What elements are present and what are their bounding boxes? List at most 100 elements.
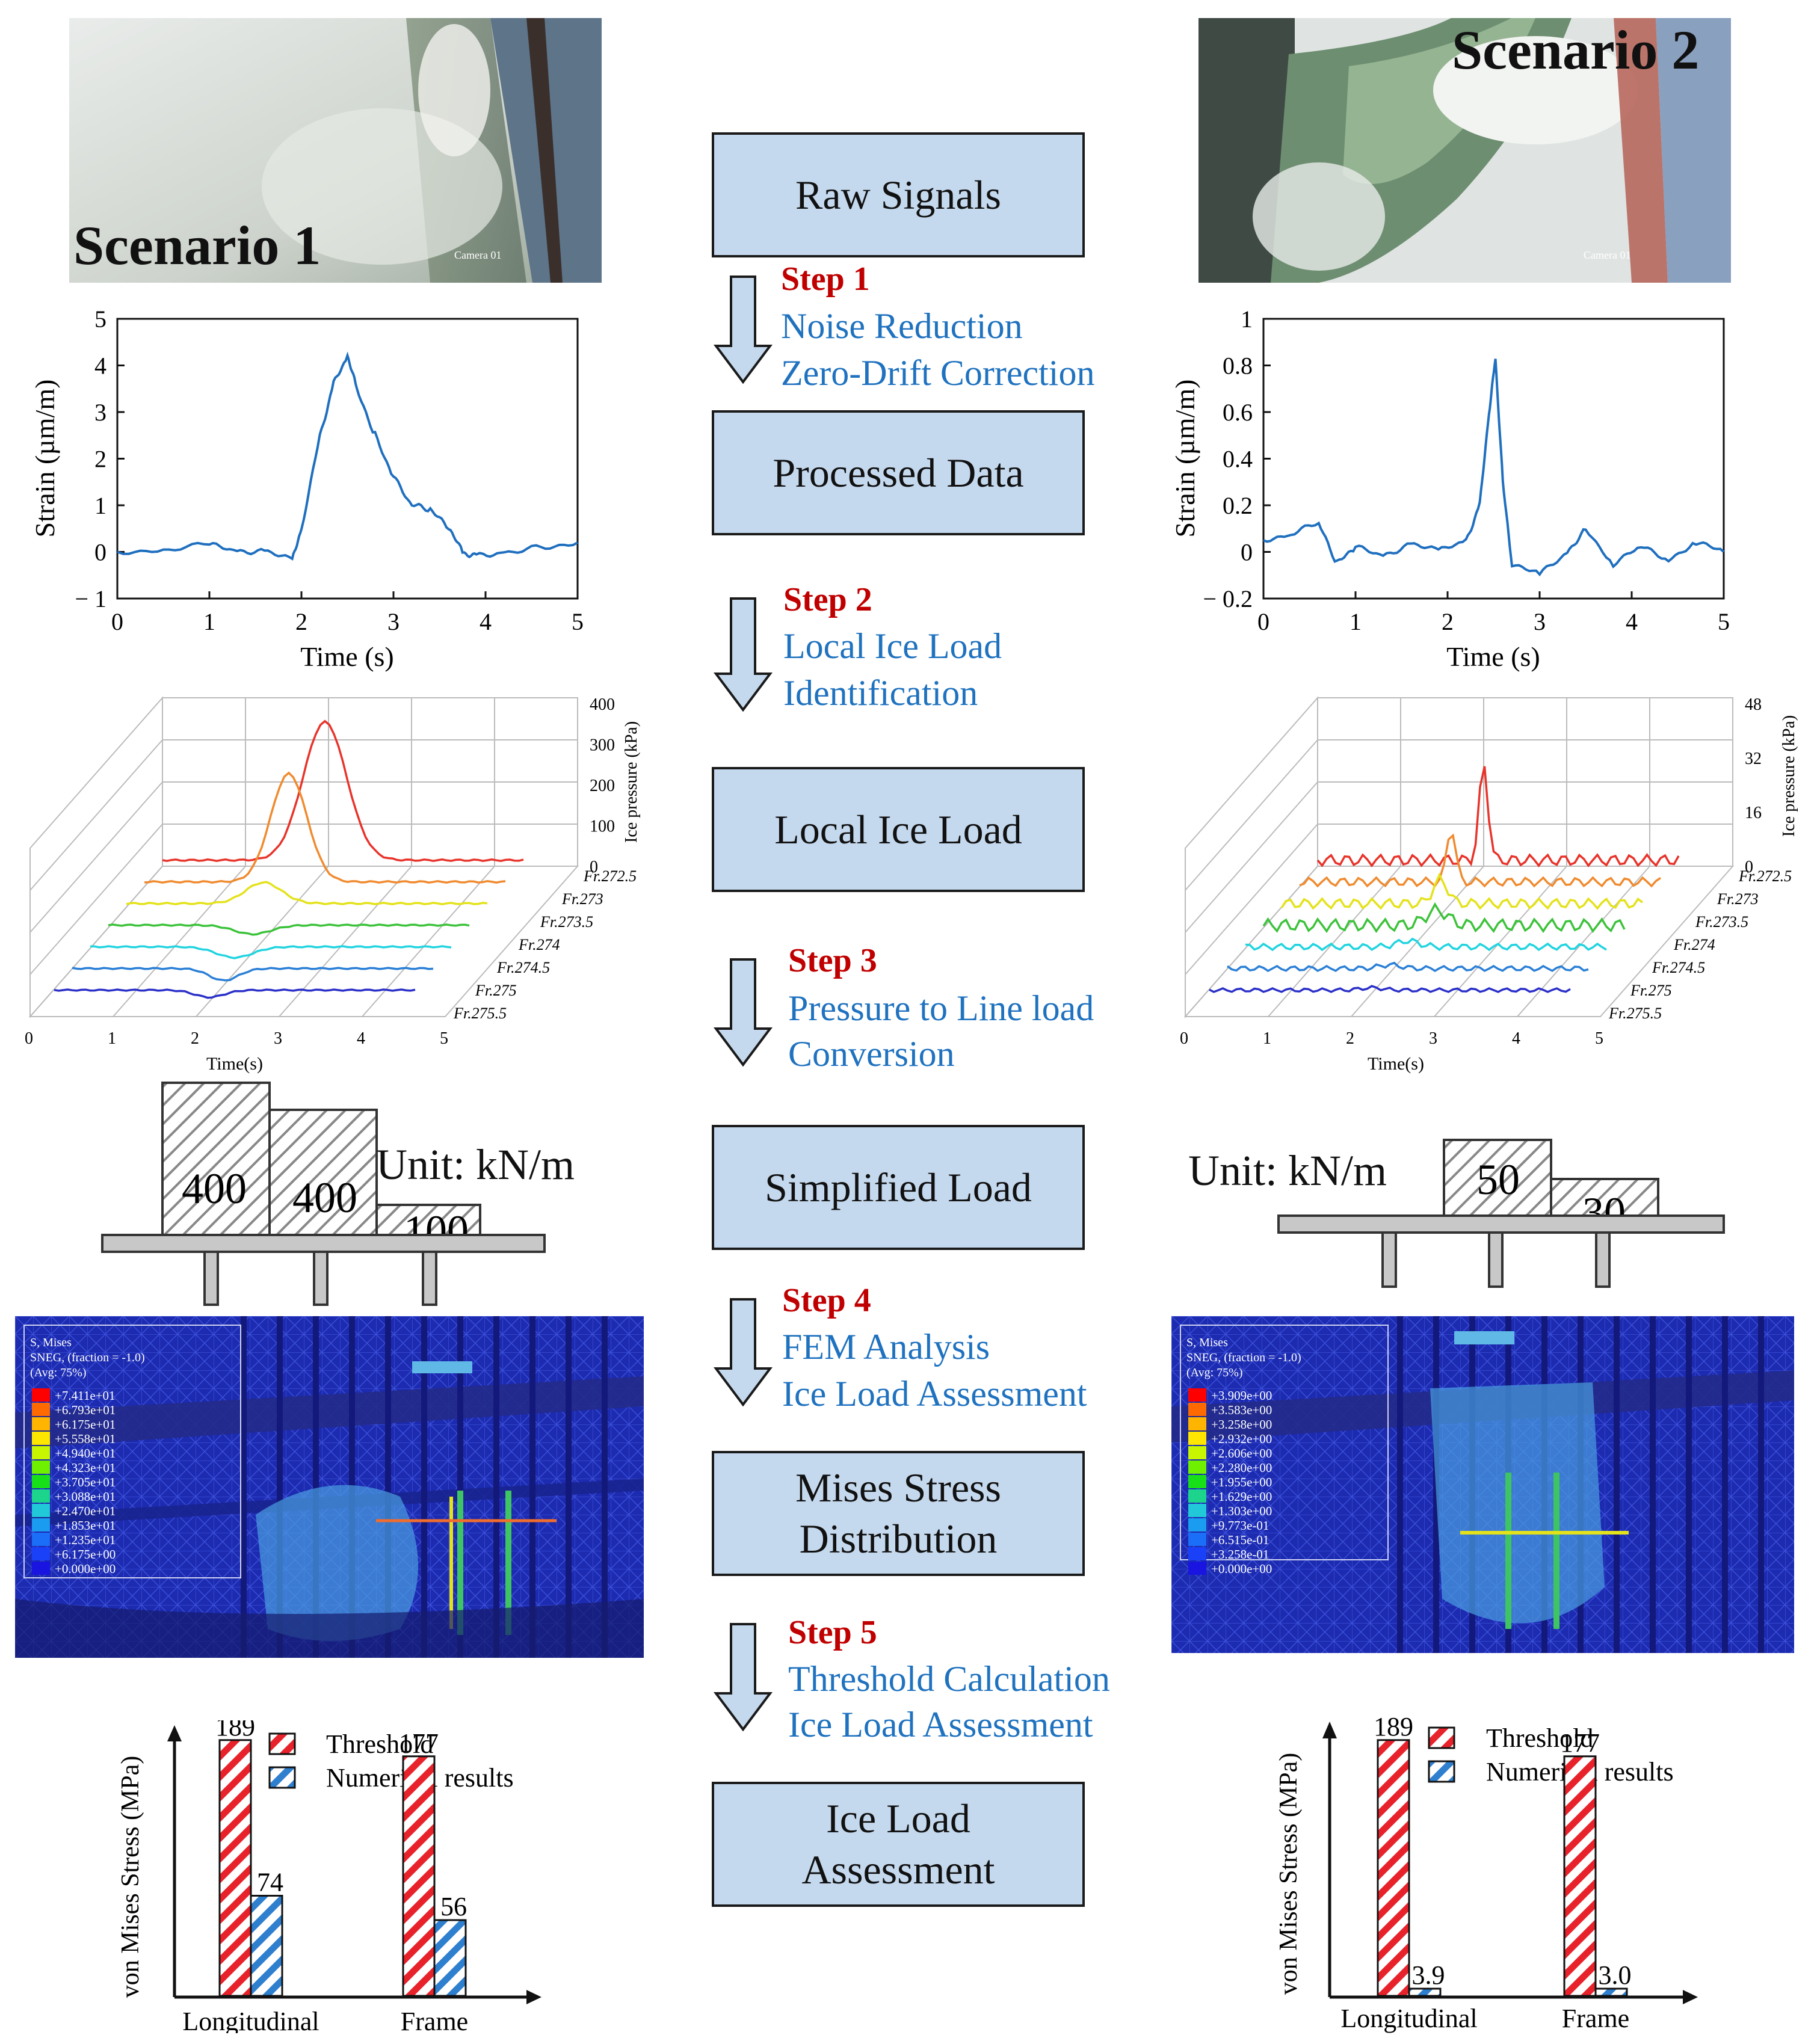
s2-bar-numerical — [1408, 1987, 1442, 1997]
s2-fea-legend-swatch — [1188, 1403, 1206, 1416]
s1-ice-ztick-label: 200 — [590, 777, 615, 795]
s2-bar-threshold — [1377, 1739, 1410, 1997]
s1-bar-category-label: Frame — [401, 2007, 468, 2033]
s1-ice-series-fr-274-5 — [90, 945, 452, 959]
s1-plate — [101, 1234, 546, 1253]
s1-ice-series-fr-275 — [72, 967, 434, 982]
s1-fea-legend-label: +0.000e+00 — [55, 1562, 116, 1576]
s2-fea-legend-swatch — [1188, 1461, 1206, 1474]
step-4-line-2: Ice Load Assessment — [782, 1374, 1087, 1414]
s1-fea-legend-swatch — [32, 1446, 50, 1459]
scenario-1-bar-chart: von Mises Stress (MPa) Threshold Numeric… — [117, 1720, 541, 2033]
s2-legend-numerical-swatch — [1428, 1760, 1455, 1783]
s2-ice-frame-label: Fr.275 — [1630, 982, 1672, 999]
s2-bar-ylabel: von Mises Stress (MPa) — [1275, 1753, 1303, 1995]
s1-fea-legend-swatch — [32, 1388, 50, 1402]
s1-fea-legend-label: +5.558e+01 — [55, 1432, 116, 1446]
s1-bar-ylabel: von Mises Stress (MPa) — [117, 1756, 144, 1998]
s1-ice-xtick-label: 4 — [357, 1029, 365, 1048]
step-2-line-1: Local Ice Load — [783, 626, 1002, 666]
scenario-2-label: Scenario 2 — [1452, 19, 1700, 81]
s1-ice-frame-label: Fr.275.5 — [453, 1005, 507, 1022]
s2-bar-numerical-label: 3.0 — [1599, 1960, 1632, 1990]
s1-fea-legend-swatch — [32, 1533, 50, 1546]
s1-fea-legend-swatch — [32, 1417, 50, 1430]
s2-strain-xtick-label: 1 — [1350, 608, 1362, 635]
s2-ice-series-fr-274-5 — [1245, 937, 1607, 952]
s1-fea-legend-swatch — [32, 1547, 50, 1560]
s2-fea-legend-swatch — [1188, 1547, 1206, 1560]
step-1-line-1: Noise Reduction — [781, 306, 1023, 346]
s2-fea-header-3: (Avg: 75%) — [1186, 1366, 1243, 1379]
s1-legend-numerical-swatch — [268, 1766, 296, 1789]
s2-ice-frame-label: Fr.273 — [1717, 890, 1759, 908]
flow-box-label: Raw Signals — [795, 171, 1001, 218]
scenario-1-simplified-load: 400 400 100 — [101, 1082, 546, 1306]
flow-box-ice-load-assessment: Ice Load Assessment — [712, 1782, 1085, 1907]
s1-ice-series-fr-273-5 — [126, 881, 488, 905]
flow-arrow-4 — [714, 1298, 773, 1407]
s2-ice-xtick-label: 4 — [1512, 1029, 1520, 1048]
s1-strain-ytick-label: 4 — [94, 352, 106, 380]
s2-fea-legend-label: +0.000e+00 — [1211, 1562, 1272, 1576]
s2-ice-xtick-label: 3 — [1429, 1029, 1437, 1048]
s2-stiffener-2 — [1488, 1231, 1504, 1288]
s2-ice-xtick-label: 0 — [1180, 1029, 1188, 1048]
s1-fea-legend-label: +2.470e+01 — [55, 1504, 116, 1518]
s1-ice-ztick-label: 100 — [590, 817, 615, 836]
s2-fea-legend-swatch — [1188, 1475, 1206, 1488]
scenario-1-fea-image: S, Mises SNEG, (fraction = -1.0) (Avg: 7… — [15, 1316, 644, 1658]
s2-ice-series-fr-273-5 — [1280, 872, 1644, 910]
flow-arrow-5 — [714, 1623, 773, 1732]
s2-bar-threshold — [1563, 1755, 1597, 1997]
scenario-2-photo: Camera 01 — [1198, 18, 1731, 283]
s2-strain-ytick-label: 0.2 — [1223, 492, 1253, 519]
s2-ice-frame-label: Fr.272.5 — [1738, 867, 1792, 885]
step-1-line-2: Zero-Drift Correction — [781, 353, 1095, 393]
s2-strain-ytick-label: − 0.2 — [1203, 585, 1253, 612]
s1-fea-legend-swatch — [32, 1489, 50, 1503]
s2-strain-ytick-label: 0.4 — [1223, 446, 1253, 473]
s1-bar-numerical-label: 56 — [440, 1892, 467, 1921]
s1-strain-plot-area — [116, 318, 579, 600]
scenario-2-camera-label: Camera 01 — [1584, 249, 1630, 261]
s2-fea-legend-swatch — [1188, 1446, 1206, 1459]
s2-fea-legend-swatch — [1188, 1432, 1206, 1445]
s2-ice-frame-label: Fr.274.5 — [1652, 959, 1705, 976]
s2-fea-legend-swatch — [1188, 1388, 1206, 1402]
s2-ice-xtick-label: 5 — [1595, 1029, 1603, 1048]
s2-ice-xtick-label: 1 — [1263, 1029, 1271, 1048]
s2-fea-legend-swatch — [1188, 1533, 1206, 1546]
s2-ice-ztick-label: 32 — [1745, 750, 1762, 768]
s2-ice-series-fr-272-5 — [1316, 766, 1680, 867]
s2-fea-legend-label: +2.932e+00 — [1211, 1432, 1272, 1446]
scenario-2-load-unit: Unit: kN/m — [1188, 1147, 1387, 1195]
s2-fea-legend-swatch — [1188, 1562, 1206, 1575]
step-4-title: Step 4 — [782, 1282, 871, 1319]
step-4-line-1: FEM Analysis — [782, 1327, 990, 1367]
step-2-title: Step 2 — [783, 581, 872, 618]
s2-fea-legend-swatch — [1188, 1504, 1206, 1517]
s1-fea-legend-label: +3.705e+01 — [55, 1475, 116, 1489]
s2-bar-category-label: Longitudinal — [1340, 2004, 1477, 2033]
flow-box-label: Local Ice Load — [774, 806, 1022, 852]
s2-strain-xtick-label: 5 — [1718, 608, 1730, 635]
s1-ice-frame-label: Fr.274 — [518, 936, 560, 953]
s2-strain-xtick-label: 0 — [1257, 608, 1269, 635]
s2-stiffener-3 — [1595, 1231, 1611, 1288]
s1-bar-threshold-label: 177 — [399, 1728, 439, 1758]
s1-load-block-1 — [161, 1082, 271, 1237]
flow-box-mises-stress: Mises Stress Distribution — [712, 1451, 1085, 1576]
s2-fea-legend-label: +9.773e-01 — [1211, 1518, 1269, 1533]
s2-fea-header-2: SNEG, (fraction = -1.0) — [1186, 1351, 1301, 1364]
s1-fea-legend-label: +1.853e+01 — [55, 1518, 116, 1533]
s1-fea-legend-swatch — [32, 1461, 50, 1474]
s1-fea-legend-swatch — [32, 1432, 50, 1445]
s2-strain-ytick-label: 0.8 — [1223, 352, 1253, 380]
s1-fea-header-2: SNEG, (fraction = -1.0) — [30, 1351, 145, 1364]
s2-fea-legend-label: +6.515e-01 — [1211, 1533, 1269, 1547]
s1-ice-frame-label: Fr.275 — [475, 982, 517, 999]
s1-ice-xtick-label: 2 — [191, 1029, 199, 1048]
s2-strain-ytick-label: 1 — [1241, 306, 1253, 333]
s1-strain-ytick-label: 0 — [94, 539, 106, 566]
